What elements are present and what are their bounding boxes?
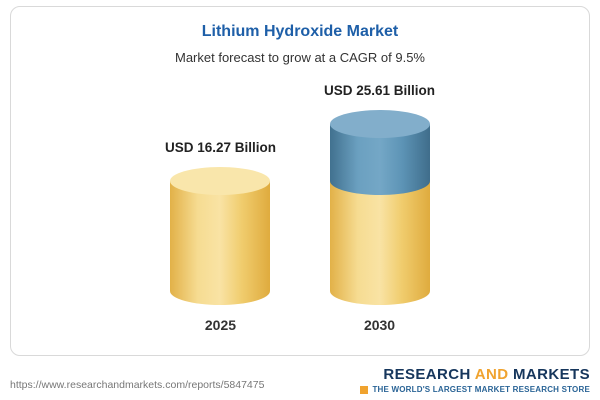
- cylinder-segment-base: [329, 181, 430, 305]
- category-label-2025: 2025: [204, 317, 237, 333]
- logo-word-research: RESEARCH: [383, 366, 471, 383]
- logo-square-icon: [360, 385, 369, 394]
- chart-plot-area: USD 16.27 Billion 2025 USD 25.61 Billion…: [11, 71, 589, 333]
- bar-group-2030: USD 25.61 Billion 2030: [324, 83, 435, 333]
- cylinder-2025: [170, 167, 271, 305]
- cylinder-cap: [329, 110, 430, 138]
- category-label-2030: 2030: [363, 317, 396, 333]
- research-and-markets-logo: RESEARCH AND MARKETS THE WORLD'S LARGEST…: [360, 366, 590, 394]
- cylinder-2030: [329, 110, 430, 305]
- footer: https://www.researchandmarkets.com/repor…: [10, 366, 590, 394]
- logo-wordmark: RESEARCH AND MARKETS: [360, 366, 590, 383]
- cylinder-segment-base: [170, 181, 271, 305]
- bar-group-2025: USD 16.27 Billion 2025: [165, 140, 276, 333]
- value-label-2025: USD 16.27 Billion: [164, 140, 276, 155]
- report-url[interactable]: https://www.researchandmarkets.com/repor…: [10, 379, 265, 392]
- logo-tagline-text: THE WORLD'S LARGEST MARKET RESEARCH STOR…: [372, 385, 590, 395]
- chart-card: Lithium Hydroxide Market Market forecast…: [10, 6, 590, 356]
- logo-word-markets: MARKETS: [513, 366, 590, 383]
- cylinder-cap: [170, 167, 271, 195]
- chart-subtitle: Market forecast to grow at a CAGR of 9.5…: [175, 50, 425, 65]
- logo-tagline: THE WORLD'S LARGEST MARKET RESEARCH STOR…: [360, 385, 590, 394]
- value-label-2030: USD 25.61 Billion: [324, 83, 436, 98]
- logo-word-and: AND: [474, 366, 509, 383]
- chart-title: Lithium Hydroxide Market: [201, 23, 399, 40]
